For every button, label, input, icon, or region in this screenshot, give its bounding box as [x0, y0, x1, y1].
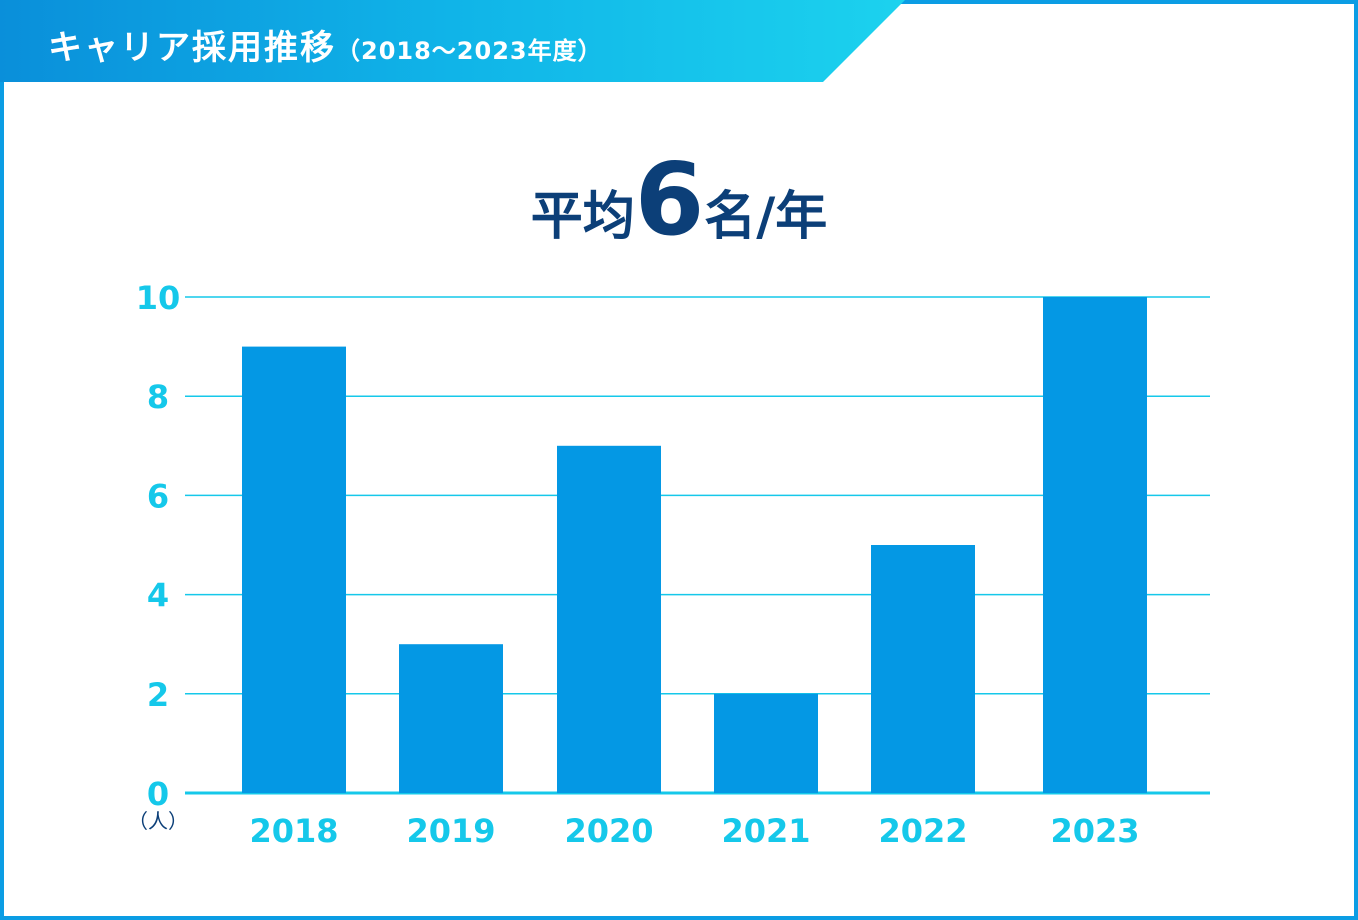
average-headline: 平均6名/年 [0, 150, 1358, 250]
x-tick-label-2018: 2018 [249, 812, 338, 850]
average-prefix: 平均 [530, 187, 635, 247]
y-tick-label-0: 0 [147, 775, 169, 813]
y-tick-label-8: 8 [147, 378, 169, 416]
average-value: 6 [634, 141, 705, 258]
average-suffix: 名/年 [704, 187, 828, 247]
y-tick-label-6: 6 [147, 477, 169, 515]
y-unit-label: （人） [128, 809, 188, 833]
bar-2020 [557, 445, 661, 793]
bar-2023 [1043, 297, 1147, 793]
bar-2021 [714, 693, 818, 793]
y-tick-label-10: 10 [136, 279, 181, 317]
chart-title-period: （2018〜2023年度） [336, 37, 603, 65]
x-tick-label-2021: 2021 [721, 812, 810, 850]
x-tick-label-2022: 2022 [878, 812, 967, 850]
y-tick-label-4: 4 [147, 577, 169, 615]
chart-title: キャリア採用推移（2018〜2023年度） [48, 20, 603, 69]
y-tick-label-2: 2 [147, 676, 169, 714]
title-banner: キャリア採用推移（2018〜2023年度） [0, 0, 910, 82]
bar-2018 [242, 346, 346, 793]
chart-title-main: キャリア採用推移 [48, 28, 336, 68]
x-tick-label-2019: 2019 [406, 812, 495, 850]
bar-2022 [871, 545, 975, 793]
x-tick-label-2020: 2020 [564, 812, 653, 850]
x-tick-label-2023: 2023 [1050, 812, 1139, 850]
bar-2019 [399, 644, 503, 793]
